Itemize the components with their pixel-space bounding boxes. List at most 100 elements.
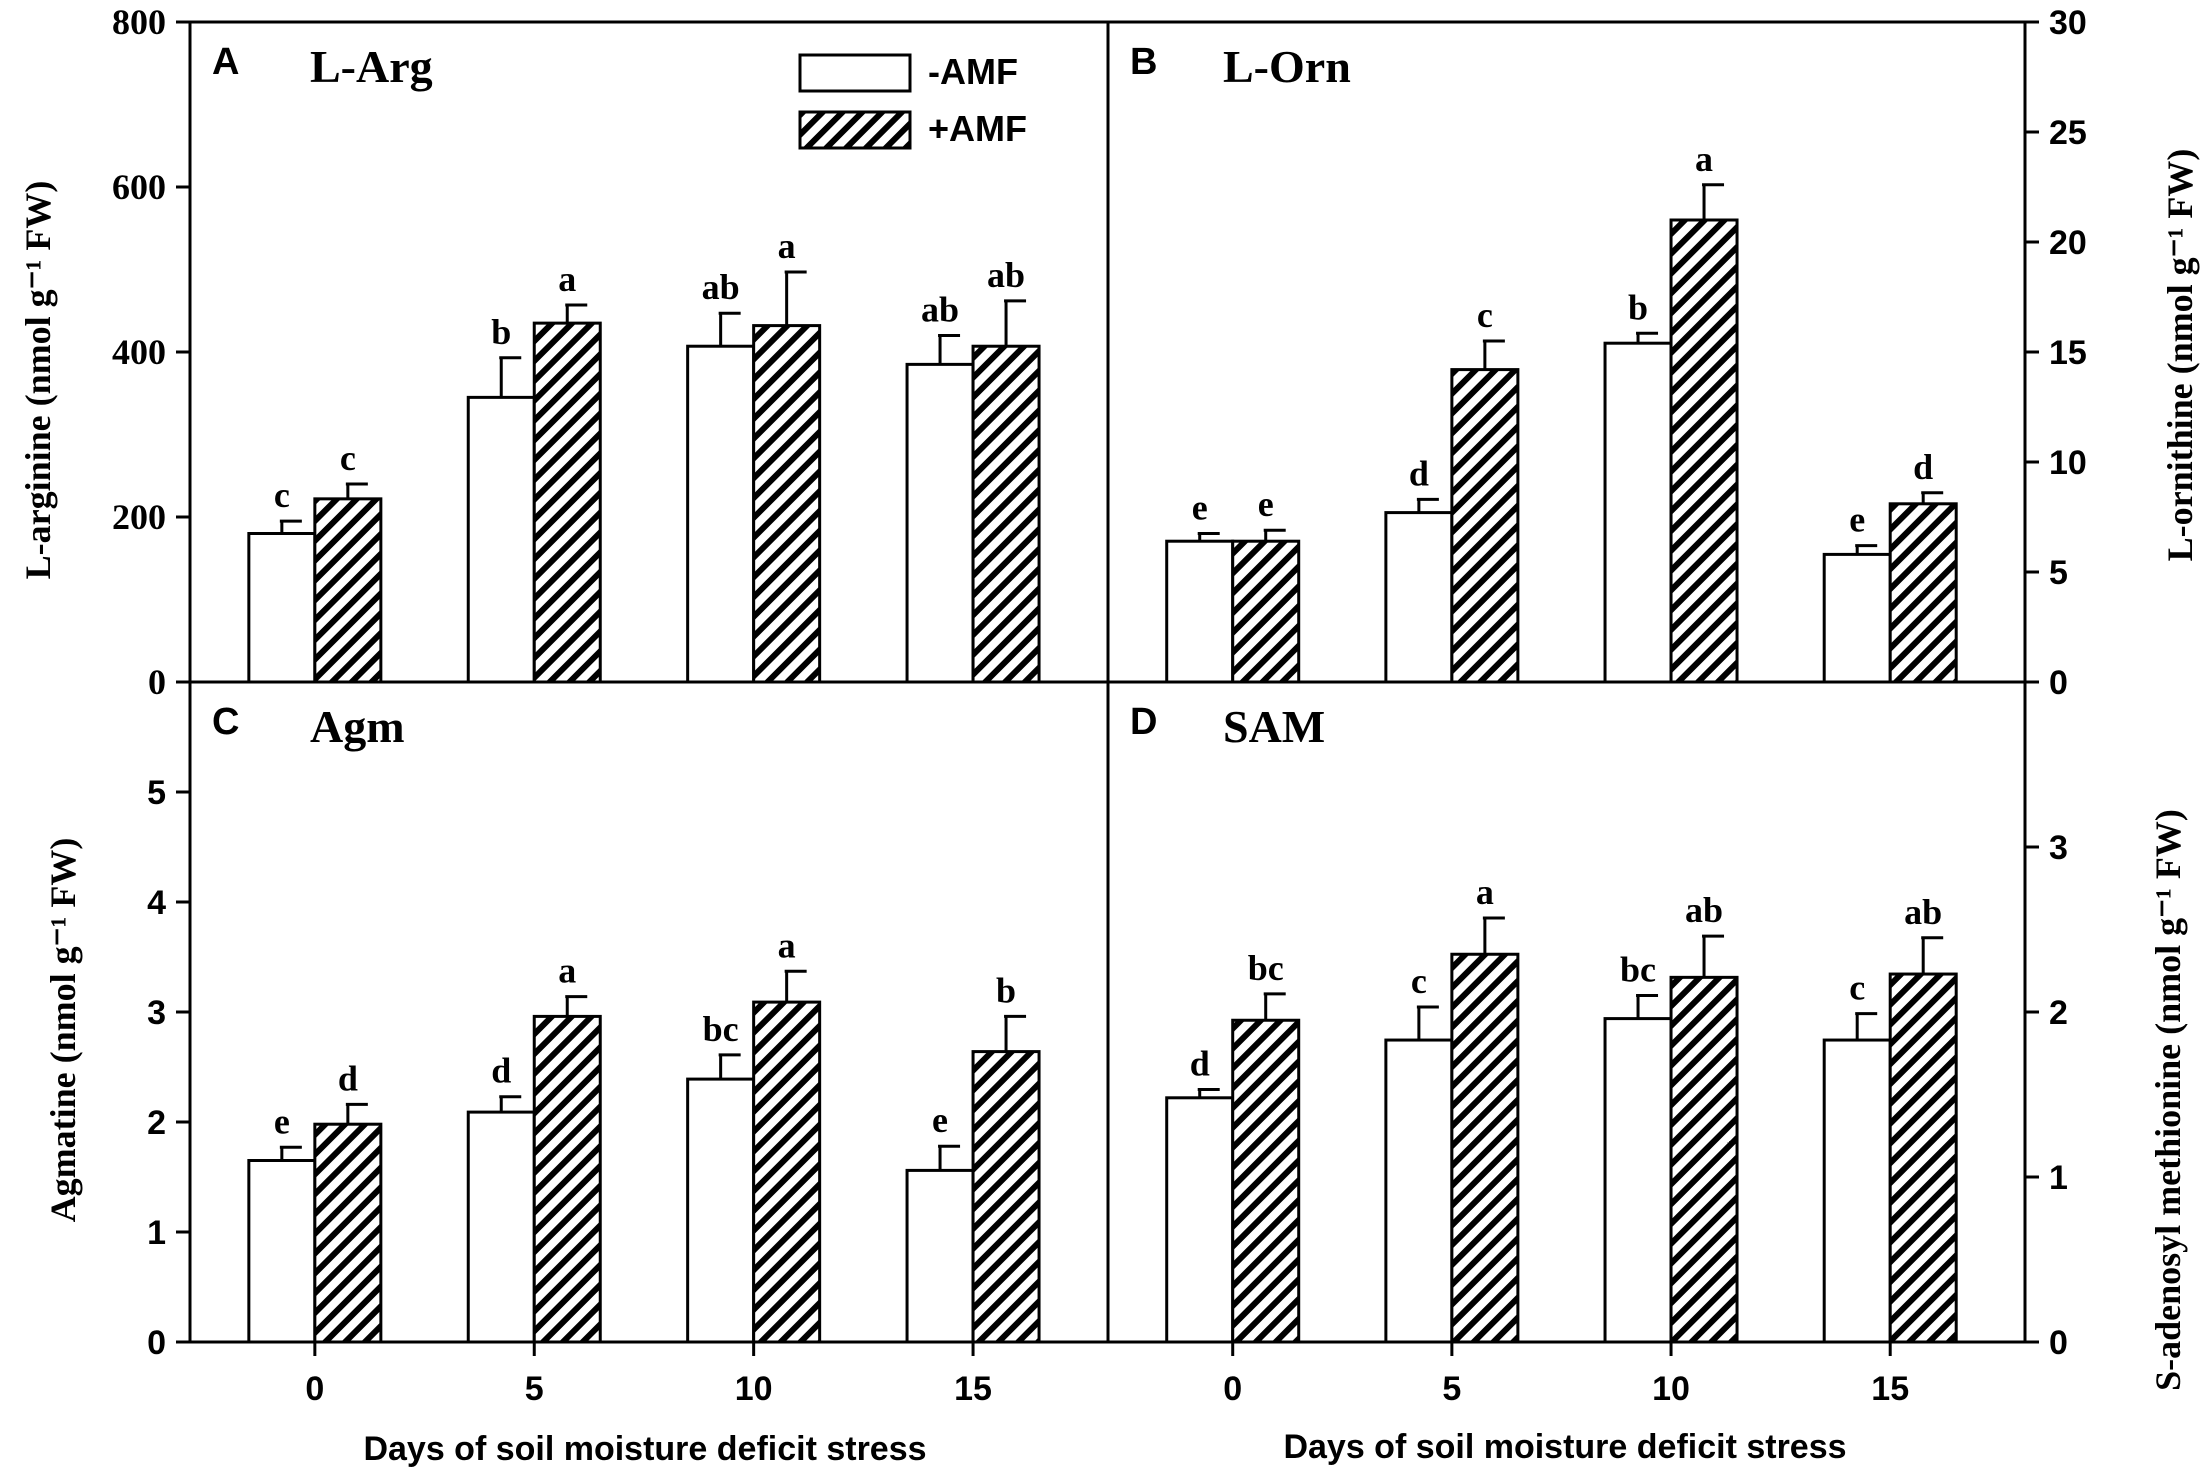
error-bar-b bbox=[1855, 544, 1878, 555]
significance-label-d: bc bbox=[1248, 948, 1284, 988]
y-tick-label-b: 0 bbox=[2049, 664, 2068, 702]
error-bar-a bbox=[565, 303, 588, 324]
error-bar-a bbox=[1004, 299, 1027, 347]
bar-b-plus-amf-day-15 bbox=[1888, 502, 1958, 684]
error-bar-d bbox=[1416, 1005, 1439, 1041]
bar-c-minus-amf-day-15 bbox=[905, 1168, 975, 1344]
y-tick-label-a: 0 bbox=[148, 662, 166, 702]
bar-d-minus-amf-day-10 bbox=[1603, 1017, 1673, 1344]
y-tick-label-b: 15 bbox=[2049, 334, 2087, 372]
bar-a-minus-amf-day-0 bbox=[247, 532, 317, 684]
y-tick-label-b: 30 bbox=[2049, 4, 2087, 42]
error-bar-a bbox=[345, 482, 368, 499]
bar-b-plus-amf-day-0 bbox=[1231, 539, 1301, 684]
y-tick-label-a: 800 bbox=[112, 2, 166, 42]
error-bar-d bbox=[1482, 916, 1505, 955]
error-bar-d bbox=[1921, 936, 1944, 975]
legend-label-minus-amf: -AMF bbox=[928, 51, 1018, 92]
significance-label-b: e bbox=[1849, 500, 1865, 540]
significance-label-c: bc bbox=[703, 1009, 739, 1049]
significance-label-b: d bbox=[1409, 453, 1429, 493]
error-bar-c bbox=[565, 995, 588, 1017]
significance-label-c: b bbox=[996, 970, 1016, 1010]
error-bar-a bbox=[938, 334, 961, 365]
y-tick-label-a: 600 bbox=[112, 167, 166, 207]
significance-label-a: ab bbox=[987, 255, 1025, 295]
x-tick-label-d: 10 bbox=[1652, 1370, 1690, 1408]
bar-d-minus-amf-day-5 bbox=[1384, 1038, 1454, 1344]
bar-d-plus-amf-day-10 bbox=[1669, 975, 1739, 1344]
significance-label-c: e bbox=[274, 1101, 290, 1141]
significance-label-c: e bbox=[932, 1100, 948, 1140]
legend-swatch-plus-amf bbox=[798, 110, 912, 150]
significance-label-a: ab bbox=[921, 290, 959, 330]
panel-title-b: L-Orn bbox=[1223, 41, 1351, 92]
bar-c-plus-amf-day-5 bbox=[532, 1014, 602, 1344]
x-tick-label-d: 0 bbox=[1223, 1370, 1242, 1408]
legend-label-plus-amf: +AMF bbox=[928, 108, 1027, 149]
x-tick-label-c: 5 bbox=[525, 1370, 544, 1408]
error-bar-d bbox=[1702, 934, 1725, 978]
significance-label-b: e bbox=[1258, 484, 1274, 524]
x-tick-label-c: 0 bbox=[305, 1370, 324, 1408]
y-tick-label-b: 10 bbox=[2049, 444, 2087, 482]
significance-label-b: b bbox=[1628, 287, 1648, 327]
significance-label-d: ab bbox=[1685, 890, 1723, 930]
error-bar-c bbox=[345, 1102, 368, 1125]
bar-a-minus-amf-day-15 bbox=[905, 362, 975, 684]
error-bar-d bbox=[1636, 994, 1659, 1019]
bar-b-plus-amf-day-5 bbox=[1450, 368, 1520, 684]
bar-c-minus-amf-day-5 bbox=[466, 1110, 536, 1344]
bar-a-plus-amf-day-15 bbox=[971, 344, 1041, 684]
y-tick-label-b: 25 bbox=[2049, 114, 2087, 152]
error-bar-b bbox=[1702, 183, 1725, 220]
panel-letter-b: B bbox=[1130, 41, 1157, 83]
error-bar-b bbox=[1197, 532, 1220, 542]
y-tick-label-b: 5 bbox=[2049, 554, 2068, 592]
panel-title-d: SAM bbox=[1223, 701, 1325, 752]
bar-d-plus-amf-day-5 bbox=[1450, 952, 1520, 1344]
bar-a-minus-amf-day-5 bbox=[466, 395, 536, 684]
y-axis-title-b: L-ornithine (nmol g⁻¹ FW) bbox=[2160, 149, 2200, 562]
legend-swatch-minus-amf bbox=[798, 53, 912, 93]
panel-letter-c: C bbox=[212, 701, 239, 743]
error-bar-c bbox=[1004, 1014, 1027, 1052]
significance-label-b: d bbox=[1913, 447, 1933, 487]
bar-a-plus-amf-day-0 bbox=[313, 497, 383, 684]
bar-a-plus-amf-day-5 bbox=[532, 321, 602, 684]
significance-label-d: c bbox=[1849, 968, 1865, 1008]
y-axis-title-a: L-arginine (nmol g⁻¹ FW) bbox=[18, 181, 58, 580]
bar-c-plus-amf-day-15 bbox=[971, 1050, 1041, 1344]
error-bar-c bbox=[938, 1144, 961, 1171]
error-bar-b bbox=[1636, 331, 1659, 344]
error-bar-c bbox=[279, 1145, 302, 1161]
bar-c-minus-amf-day-0 bbox=[247, 1159, 317, 1344]
x-tick-label-d: 5 bbox=[1442, 1370, 1461, 1408]
panel-b: 0 5 10 15 20 25 30 e d b e e c a d B L-Orn bbox=[1106, 4, 2087, 702]
x-axis-title-left: Days of soil moisture deficit stress bbox=[363, 1430, 926, 1468]
bar-b-minus-amf-day-5 bbox=[1384, 511, 1454, 684]
bar-b-minus-amf-day-15 bbox=[1822, 552, 1892, 684]
panel-c: 0 1 2 3 4 5 0 5 10 15 e d bc e d a a b C Agm bbox=[147, 680, 1110, 1408]
y-tick-label-c: 0 bbox=[147, 1324, 166, 1362]
significance-label-d: bc bbox=[1620, 950, 1656, 990]
bar-c-plus-amf-day-10 bbox=[752, 1000, 822, 1344]
panel-title-c: Agm bbox=[310, 701, 405, 752]
legend: -AMF +AMF bbox=[798, 51, 1027, 150]
y-tick-label-d: 3 bbox=[2049, 829, 2068, 867]
significance-label-c: a bbox=[558, 951, 576, 991]
y-tick-label-c: 1 bbox=[147, 1214, 166, 1252]
y-tick-label-c: 3 bbox=[147, 994, 166, 1032]
error-bar-b bbox=[1482, 339, 1505, 370]
x-axis-title-right: Days of soil moisture deficit stress bbox=[1283, 1428, 1846, 1466]
significance-label-a: b bbox=[491, 312, 511, 352]
x-tick-label-d: 15 bbox=[1871, 1370, 1909, 1408]
error-bar-d bbox=[1263, 992, 1286, 1021]
bar-a-plus-amf-day-10 bbox=[752, 324, 822, 684]
y-tick-label-c: 5 bbox=[147, 774, 166, 812]
significance-label-d: d bbox=[1190, 1044, 1210, 1084]
significance-label-a: a bbox=[558, 259, 576, 299]
bar-a-minus-amf-day-10 bbox=[686, 344, 756, 684]
bar-c-minus-amf-day-10 bbox=[686, 1077, 756, 1344]
